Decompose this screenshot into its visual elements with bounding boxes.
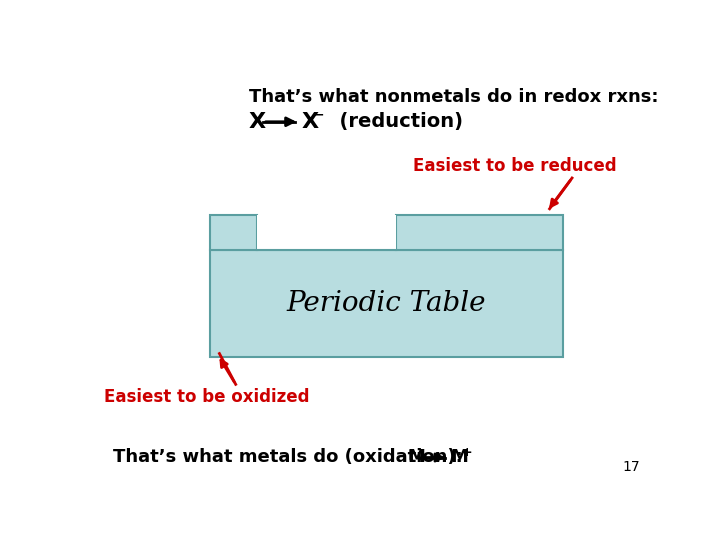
- Text: X: X: [302, 112, 319, 132]
- Text: M: M: [408, 449, 426, 467]
- Text: M: M: [451, 449, 468, 467]
- Text: Periodic Table: Periodic Table: [287, 290, 486, 317]
- Text: +: +: [462, 446, 472, 458]
- Bar: [210, 215, 256, 249]
- Text: −: −: [314, 109, 325, 122]
- Text: That’s what metals do (oxidation):: That’s what metals do (oxidation):: [113, 449, 463, 467]
- Text: X: X: [249, 112, 266, 132]
- Text: Easiest to be reduced: Easiest to be reduced: [413, 158, 617, 176]
- Text: 17: 17: [623, 460, 640, 474]
- Text: That’s what nonmetals do in redox rxns:: That’s what nonmetals do in redox rxns:: [249, 88, 658, 106]
- Text: Easiest to be oxidized: Easiest to be oxidized: [104, 388, 310, 407]
- Bar: [256, 215, 396, 249]
- Text: (reduction): (reduction): [326, 112, 464, 131]
- Bar: [396, 215, 563, 249]
- Bar: [210, 249, 563, 357]
